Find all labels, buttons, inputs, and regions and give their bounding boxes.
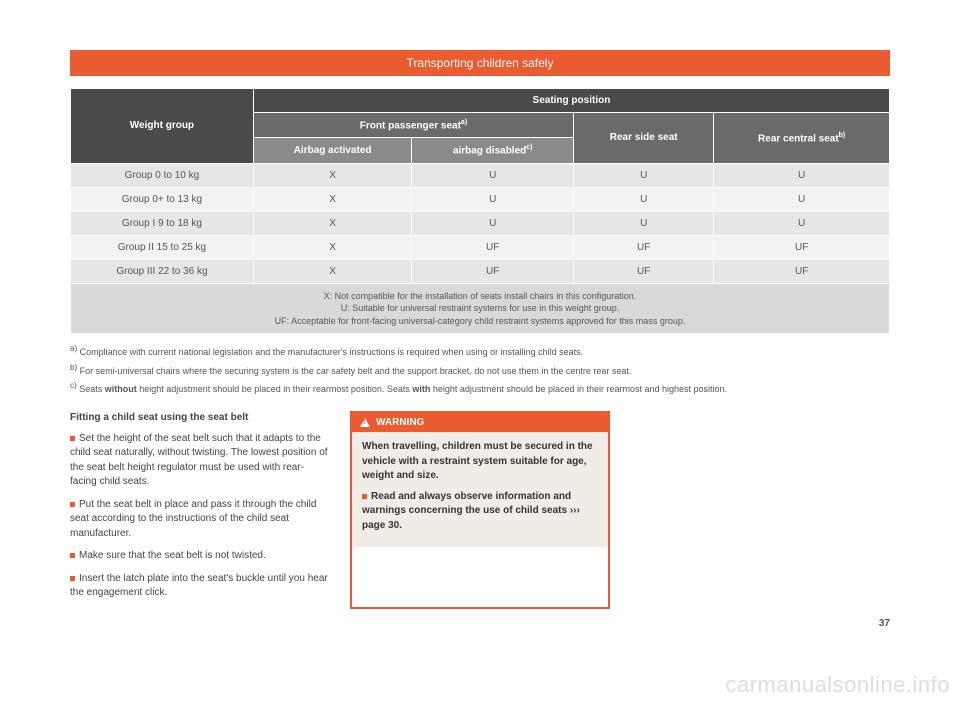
seating-table: Weight group Seating position Front pass… [70,88,890,334]
bullet-para: Insert the latch plate into the seat's b… [70,572,330,601]
bullet-para: Set the height of the seat belt such tha… [70,432,330,490]
col-airbag-activated: Airbag activated [253,138,411,163]
warning-icon [360,418,370,427]
legend-uf: UF: Acceptable for front-facing universa… [75,315,885,328]
left-column: Fitting a child seat using the seat belt… [70,411,330,609]
table-header-row-1: Weight group Seating position [71,89,890,113]
warning-label: WARNING [376,417,424,428]
warning-header: WARNING [352,413,608,432]
page-number: 37 [879,618,890,629]
row-label: Group III 22 to 36 kg [71,259,254,283]
warning-p2: Read and always observe information and … [362,490,598,534]
footnotes: a) Compliance with current national legi… [70,342,890,397]
warning-box: WARNING When travelling, children must b… [350,411,610,609]
table-row: Group 0+ to 13 kg X U U U [71,187,890,211]
table-row: Group I 9 to 18 kg X U U U [71,211,890,235]
table-row: Group 0 to 10 kg X U U U [71,163,890,187]
row-label: Group II 15 to 25 kg [71,235,254,259]
row-label: Group 0 to 10 kg [71,163,254,187]
watermark: carmanualsonline.info [725,672,950,698]
bullet-icon [362,494,367,499]
legend-u: U: Suitable for universal restraint syst… [75,302,885,315]
col-seating-position: Seating position [253,89,889,113]
page-content: Transporting children safely Weight grou… [70,50,890,609]
footnote-b: b) For semi-universal chairs where the s… [70,361,890,379]
bullet-para: Make sure that the seat belt is not twis… [70,549,330,564]
page-title: Transporting children safely [70,50,890,76]
footnote-a: a) Compliance with current national legi… [70,342,890,360]
bullet-icon [70,576,75,581]
table-row: Group III 22 to 36 kg X UF UF UF [71,259,890,283]
table-legend: X: Not compatible for the installation o… [71,283,890,334]
bullet-para: Put the seat belt in place and pass it t… [70,498,330,542]
fitting-subtitle: Fitting a child seat using the seat belt [70,411,330,426]
bullet-icon [70,553,75,558]
col-airbag-disabled: airbag disabledc) [412,138,574,163]
warning-body: When travelling, children must be secure… [352,432,608,547]
bullet-icon [70,502,75,507]
row-label: Group I 9 to 18 kg [71,211,254,235]
table-row: Group II 15 to 25 kg X UF UF UF [71,235,890,259]
body-columns: Fitting a child seat using the seat belt… [70,411,890,609]
legend-x: X: Not compatible for the installation o… [75,290,885,303]
footnote-c: c) Seats without height adjustment shoul… [70,379,890,397]
row-label: Group 0+ to 13 kg [71,187,254,211]
col-front-passenger: Front passenger seata) [253,113,573,138]
warning-p1: When travelling, children must be secure… [362,440,598,484]
col-weight-group: Weight group [71,89,254,164]
col-rear-side: Rear side seat [574,113,714,164]
col-rear-central: Rear central seatb) [714,113,890,164]
bullet-icon [70,436,75,441]
